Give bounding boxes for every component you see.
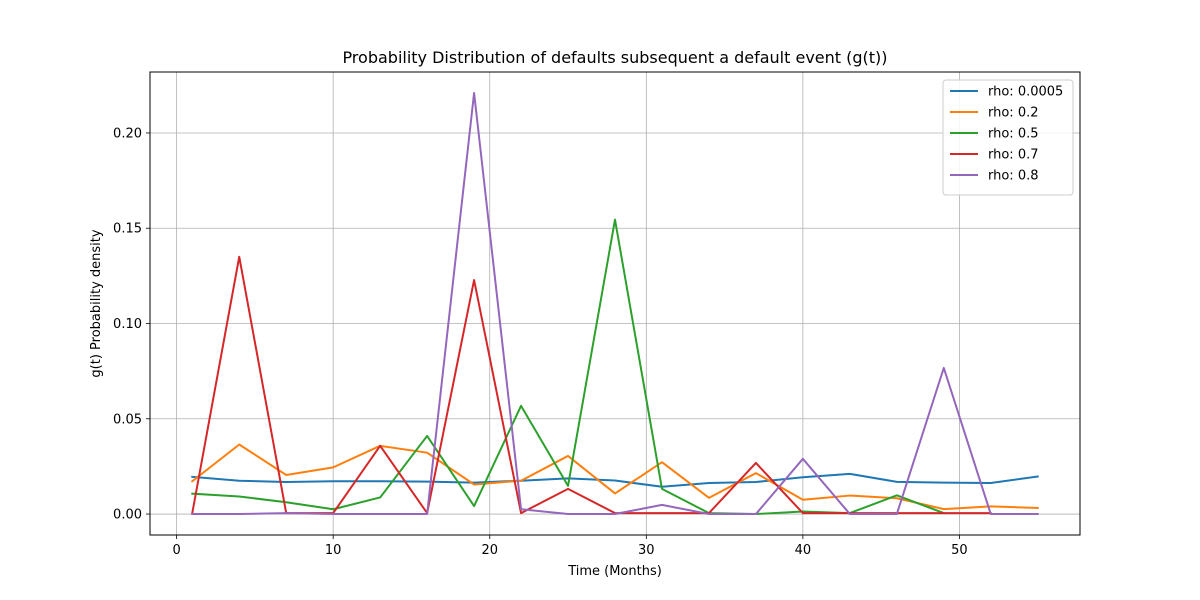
series-line-rho-0-0005 [191, 472, 1039, 488]
series-line-rho-0-2 [190, 443, 1039, 511]
y-axis-label: g(t) Probability density [89, 229, 104, 377]
series-line-rho-0-8 [191, 91, 1039, 516]
legend-label: rho: 0.8 [988, 169, 1039, 184]
y-tick-label: 0.10 [113, 317, 142, 332]
x-tick-label: 10 [325, 543, 342, 558]
x-tick-label: 30 [638, 543, 655, 558]
x-tick-label: 0 [172, 543, 180, 558]
legend: rho: 0.0005 rho: 0.2 rho: 0.5 rho: 0.7 rho: … [942, 79, 1074, 196]
y-tick-label: 0.15 [113, 222, 142, 237]
y-tick-label: 0.05 [113, 412, 142, 427]
plot-frame [149, 71, 1081, 536]
series-line-rho-0-5 [191, 218, 946, 516]
y-tick-label: 0.00 [113, 508, 142, 523]
x-axis: 0 10 20 30 40 50 [172, 535, 968, 558]
chart-title: Probability Distribution of defaults sub… [342, 48, 887, 67]
legend-label: rho: 0.0005 [988, 85, 1063, 100]
legend-label: rho: 0.7 [988, 148, 1039, 163]
x-axis-label: Time (Months) [567, 564, 662, 579]
legend-label: rho: 0.2 [988, 106, 1039, 121]
x-tick-label: 40 [795, 543, 812, 558]
y-tick-label: 0.20 [113, 126, 142, 141]
grid-layer [150, 72, 1080, 535]
x-tick-label: 50 [951, 543, 968, 558]
series-layer [190, 91, 1039, 516]
legend-box [942, 79, 1074, 196]
x-tick-label: 20 [481, 543, 498, 558]
legend-label: rho: 0.5 [988, 127, 1039, 142]
y-axis: 0.00 0.05 0.10 0.15 0.20 [113, 126, 150, 523]
